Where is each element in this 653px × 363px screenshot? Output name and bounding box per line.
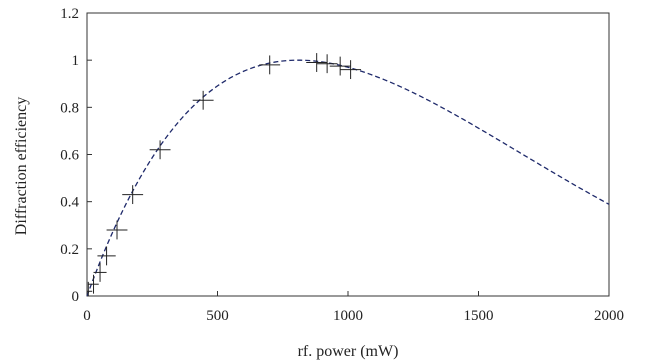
fit-curve	[86, 59, 610, 297]
x-tick-label-1: 500	[206, 308, 229, 324]
y-tick-label-3: 0.6	[60, 148, 79, 164]
y-axis-title-group: Diffraction efficiency	[13, 97, 30, 235]
y-tick-label-2: 0.4	[60, 195, 79, 211]
y-axis-title: Diffraction efficiency	[13, 97, 30, 235]
data-point-8	[259, 55, 281, 75]
x-tick-label-4: 2000	[594, 308, 624, 324]
x-tick-label-3: 1500	[464, 308, 494, 324]
fit-curve-group	[86, 59, 610, 297]
data-point-10	[316, 54, 338, 74]
x-axis-title: rf. power (mW)	[298, 343, 399, 360]
data-points	[87, 53, 362, 296]
y-tick-label-5: 1	[72, 53, 80, 69]
data-point-5	[122, 185, 144, 205]
data-point-7	[192, 90, 214, 110]
data-point-1	[88, 274, 99, 294]
plot-frame	[86, 12, 610, 297]
ticks: 0 500 1000 1500 2000 0 0.2 0.4 0.6 0.8 1 1.2	[60, 6, 624, 324]
y-tick-label-0: 0	[72, 289, 80, 305]
data-point-6	[149, 140, 171, 160]
data-point-3	[97, 246, 116, 266]
data-point-9	[306, 53, 328, 72]
x-tick-label-0: 0	[83, 308, 91, 324]
data-point-2	[93, 262, 107, 282]
data-point-12	[340, 60, 362, 80]
y-tick-label-6: 1.2	[60, 6, 79, 22]
data-point-11	[329, 56, 351, 76]
y-tick-label-4: 0.8	[60, 100, 79, 116]
data-point-4	[106, 220, 128, 240]
y-tick-label-1: 0.2	[60, 242, 79, 258]
x-tick-label-2: 1000	[333, 308, 363, 324]
